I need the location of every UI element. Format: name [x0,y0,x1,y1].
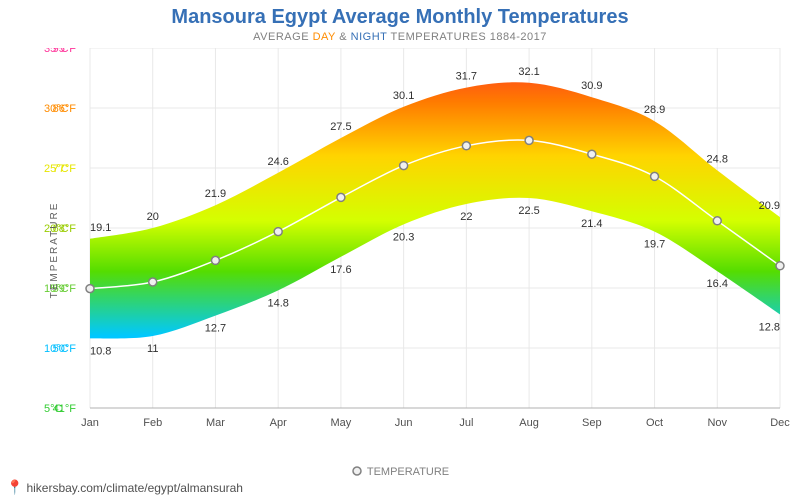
svg-text:41°F: 41°F [53,403,77,415]
day-value: 32.1 [518,66,539,78]
night-value: 14.8 [267,297,288,309]
chart-area: TEMPERATURE 5°C41°F10°C50°F15°C59°F20°C6… [0,48,800,452]
night-value: 19.7 [644,239,665,251]
temperature-band [90,82,780,338]
avg-marker [211,256,219,264]
svg-text:Apr: Apr [270,417,287,429]
avg-marker [337,193,345,201]
avg-marker [400,162,408,170]
map-pin-icon: 📍 [6,479,23,496]
day-value: 24.8 [707,153,728,165]
svg-text:Jun: Jun [395,417,413,429]
svg-text:May: May [331,417,352,429]
svg-text:95°F: 95°F [53,48,77,55]
avg-marker [588,150,596,158]
night-value: 11 [147,343,158,355]
night-value: 12.7 [205,323,226,335]
night-value: 22 [460,211,472,223]
day-value: 30.9 [581,80,602,92]
chart-subtitle: AVERAGE DAY & NIGHT TEMPERATURES 1884-20… [0,31,800,43]
day-value: 19.1 [90,222,111,234]
day-value: 27.5 [330,121,351,133]
avg-marker [713,217,721,225]
day-value: 28.9 [644,104,665,116]
day-value: 24.6 [267,156,288,168]
svg-text:Nov: Nov [707,417,727,429]
day-value: 20 [147,211,159,223]
temperature-chart: 5°C41°F10°C50°F15°C59°F20°C68°F25°C77°F3… [0,48,800,452]
source-link[interactable]: 📍 hikersbay.com/climate/egypt/almansurah [6,479,243,496]
svg-text:Sep: Sep [582,417,602,429]
legend: TEMPERATURE [0,465,800,478]
svg-text:Oct: Oct [646,417,663,429]
svg-text:Aug: Aug [519,417,539,429]
svg-text:Jan: Jan [81,417,99,429]
night-value: 12.8 [759,321,780,333]
svg-text:Dec: Dec [770,417,790,429]
night-value: 16.4 [707,278,728,290]
avg-marker [462,142,470,150]
night-value: 22.5 [518,205,539,217]
day-value: 30.1 [393,90,414,102]
day-value: 31.7 [456,71,477,83]
night-value: 17.6 [330,264,351,276]
avg-marker [86,285,94,293]
avg-marker [776,262,784,270]
svg-text:50°F: 50°F [53,343,77,355]
svg-text:77°F: 77°F [53,163,77,175]
night-value: 20.3 [393,231,414,243]
night-value: 10.8 [90,345,111,357]
night-value: 21.4 [581,218,602,230]
avg-marker [525,136,533,144]
day-value: 20.9 [759,200,780,212]
avg-marker [149,278,157,286]
avg-marker [651,172,659,180]
y-axis-label: TEMPERATURE [49,202,60,299]
day-value: 21.9 [205,188,226,200]
svg-text:86°F: 86°F [53,103,77,115]
avg-marker [274,228,282,236]
chart-title: Mansoura Egypt Average Monthly Temperatu… [0,6,800,29]
svg-text:Jul: Jul [459,417,473,429]
svg-text:Mar: Mar [206,417,225,429]
svg-text:Feb: Feb [143,417,162,429]
